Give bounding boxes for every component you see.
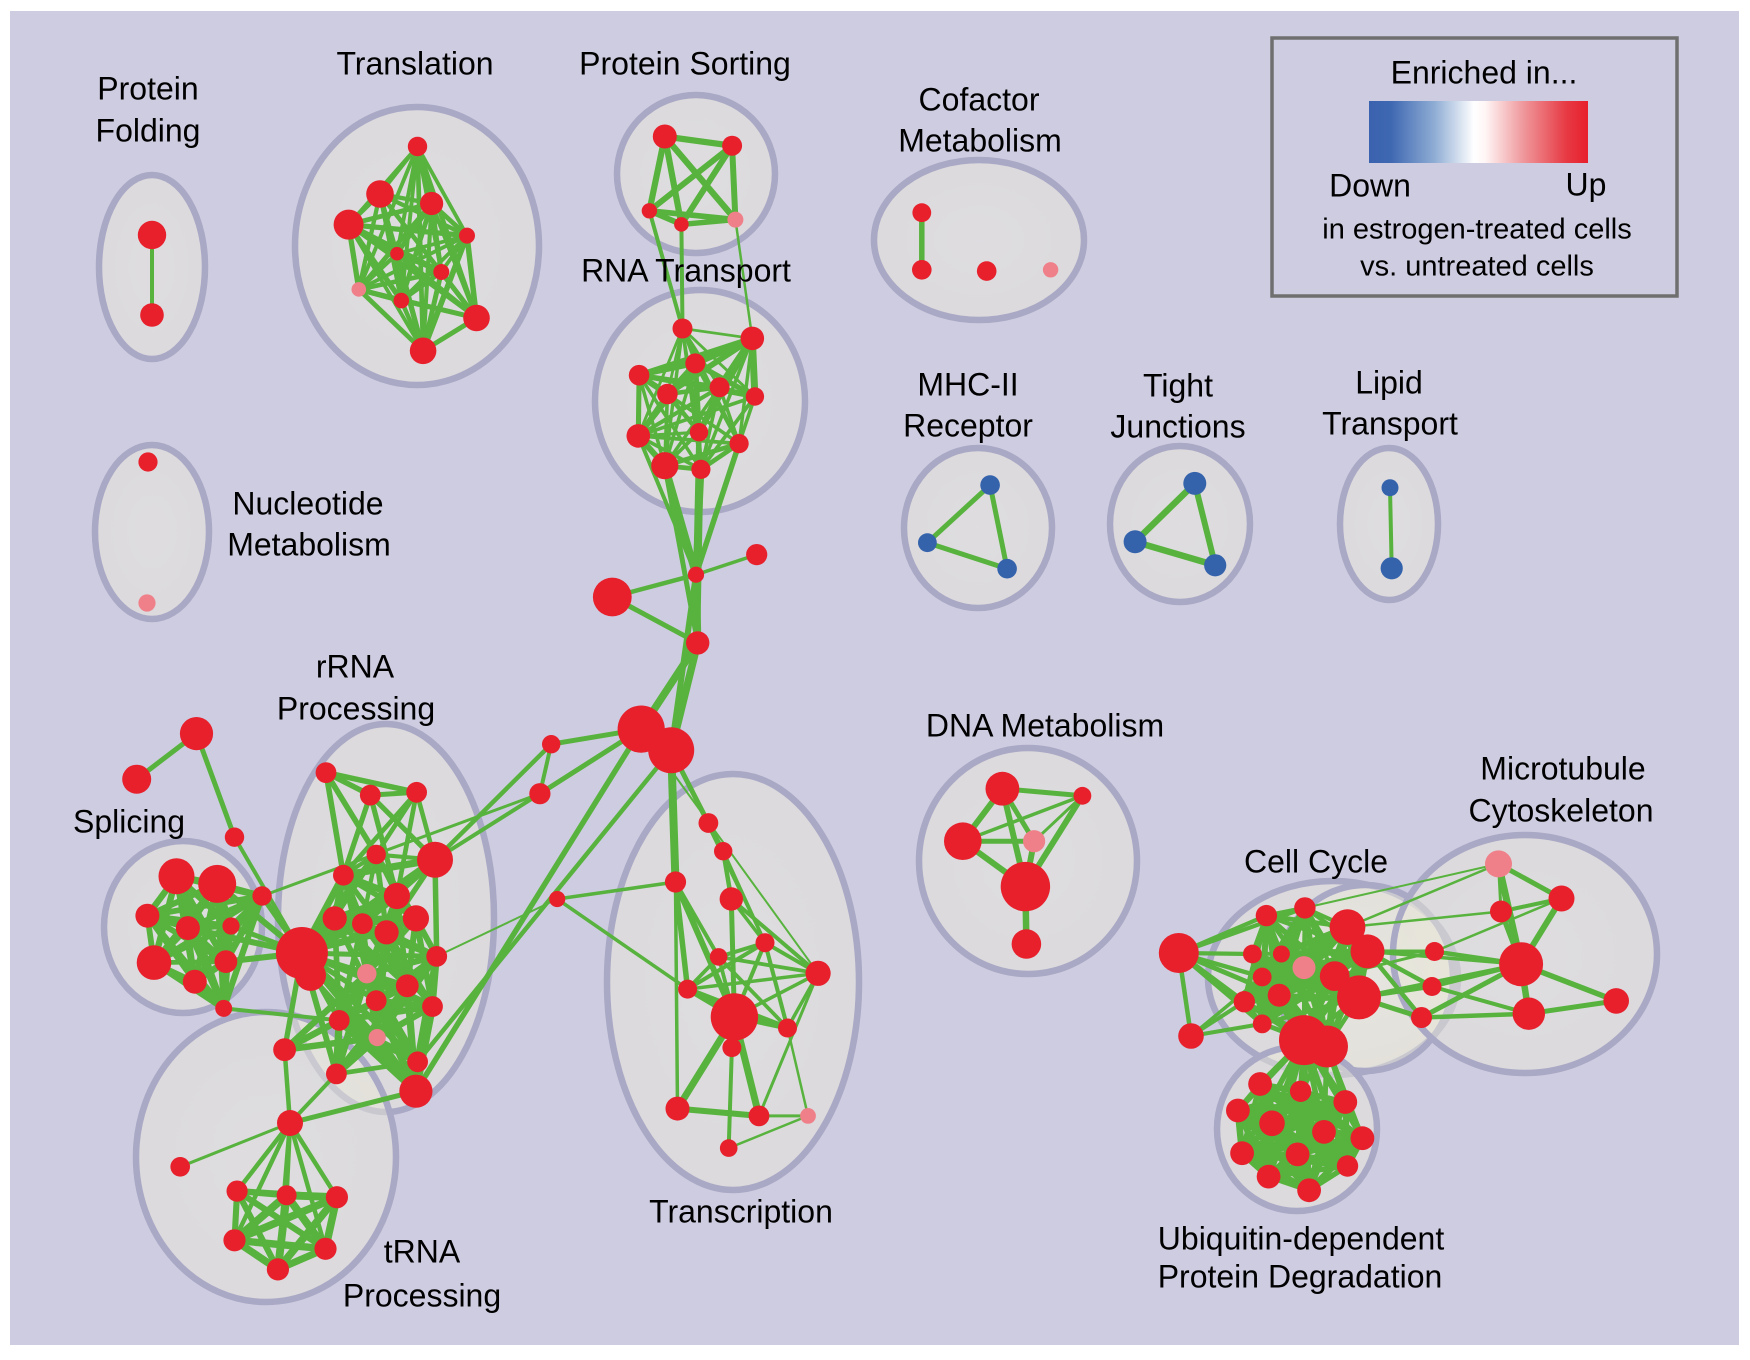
svg-text:rRNA: rRNA — [316, 648, 395, 684]
svg-text:Transport: Transport — [1322, 405, 1458, 441]
svg-text:tRNA: tRNA — [384, 1233, 461, 1269]
svg-text:Protein: Protein — [97, 70, 198, 106]
svg-text:Folding: Folding — [96, 112, 201, 148]
svg-text:Protein Degradation: Protein Degradation — [1158, 1258, 1443, 1294]
svg-text:Nucleotide: Nucleotide — [232, 485, 383, 521]
svg-text:Junctions: Junctions — [1110, 408, 1245, 444]
svg-text:Cell Cycle: Cell Cycle — [1244, 843, 1388, 879]
svg-text:Up: Up — [1566, 166, 1607, 202]
svg-text:Ubiquitin-dependent: Ubiquitin-dependent — [1158, 1220, 1445, 1256]
svg-text:Down: Down — [1329, 167, 1411, 203]
svg-text:Lipid: Lipid — [1355, 364, 1423, 400]
svg-text:RNA Transport: RNA Transport — [581, 252, 791, 288]
svg-text:vs. untreated cells: vs. untreated cells — [1360, 251, 1594, 283]
svg-text:Tight: Tight — [1143, 367, 1213, 403]
svg-text:in estrogen-treated cells: in estrogen-treated cells — [1322, 214, 1632, 246]
svg-text:Translation: Translation — [336, 45, 493, 81]
svg-text:Splicing: Splicing — [73, 803, 185, 839]
svg-text:MHC-II: MHC-II — [917, 366, 1018, 402]
svg-text:Processing: Processing — [277, 690, 435, 726]
svg-text:Cytoskeleton: Cytoskeleton — [1469, 792, 1654, 828]
svg-text:Metabolism: Metabolism — [898, 122, 1062, 158]
svg-text:Enriched in...: Enriched in... — [1391, 54, 1578, 90]
svg-text:Metabolism: Metabolism — [227, 526, 391, 562]
svg-text:Transcription: Transcription — [649, 1193, 833, 1229]
svg-text:Protein Sorting: Protein Sorting — [579, 45, 791, 81]
svg-text:DNA Metabolism: DNA Metabolism — [926, 707, 1164, 743]
svg-text:Cofactor: Cofactor — [919, 81, 1040, 117]
svg-text:Processing: Processing — [343, 1277, 501, 1313]
svg-text:Receptor: Receptor — [903, 407, 1033, 443]
svg-text:Microtubule: Microtubule — [1480, 750, 1645, 786]
